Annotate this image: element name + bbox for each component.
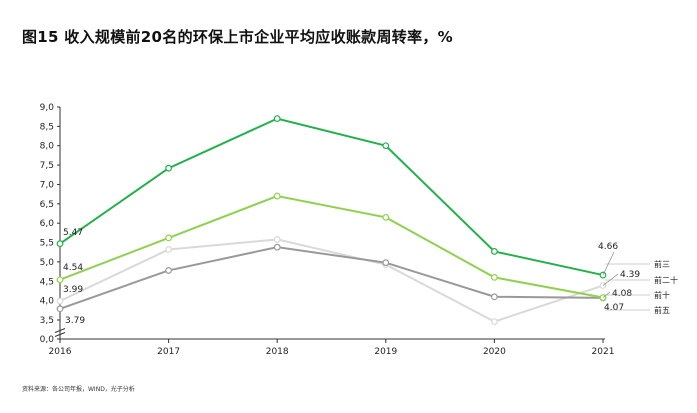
source-note: 资料来源：各公司年报，WIND，光子分析 xyxy=(22,386,135,393)
data-point xyxy=(165,267,173,274)
x-tick-label: 2017 xyxy=(157,347,180,357)
data-point xyxy=(273,243,281,251)
series-line xyxy=(59,246,604,310)
data-label: 4.08 xyxy=(612,289,632,299)
y-tick-label: 0,0 xyxy=(40,335,55,345)
axis-break-mark xyxy=(54,332,66,337)
data-point xyxy=(382,259,390,267)
data-point xyxy=(56,305,64,313)
series-name-label: 前三 xyxy=(654,259,670,269)
data-point xyxy=(491,248,498,255)
data-point xyxy=(599,294,607,301)
axis-break-mark xyxy=(54,328,66,333)
y-tick-label: 6,0 xyxy=(40,219,55,229)
data-point xyxy=(165,246,173,253)
data-point xyxy=(273,236,281,243)
y-tick-label: 8,5 xyxy=(40,122,54,132)
data-point xyxy=(382,213,390,221)
y-tick-label: 4,5 xyxy=(40,277,54,287)
label-connector xyxy=(602,251,615,276)
data-point xyxy=(491,274,498,281)
x-tick-label: 2018 xyxy=(266,347,289,357)
data-point xyxy=(56,240,64,248)
data-point xyxy=(273,192,281,200)
data-point xyxy=(491,318,498,326)
y-tick-label: 6,5 xyxy=(40,200,54,210)
y-tick-label: 4,0 xyxy=(40,297,55,307)
data-point xyxy=(165,234,173,242)
x-tick-label: 2019 xyxy=(374,347,397,357)
data-point xyxy=(491,293,498,301)
data-point xyxy=(56,276,64,284)
y-tick-label: 7,0 xyxy=(40,180,55,190)
y-tick-label: 5,0 xyxy=(40,258,55,268)
y-tick-label: 3,5 xyxy=(40,316,54,326)
data-label: 4.66 xyxy=(598,242,618,252)
y-tick-label: 8,0 xyxy=(40,142,55,152)
data-label: 3.99 xyxy=(63,285,83,295)
data-point xyxy=(56,297,64,305)
y-tick-label: 9,0 xyxy=(40,103,55,113)
x-tick-label: 2021 xyxy=(592,347,615,357)
x-tick-label: 2020 xyxy=(483,347,506,357)
x-tick-label: 2016 xyxy=(49,347,72,357)
series-line xyxy=(59,238,604,323)
series-line xyxy=(59,195,604,299)
series-name-label: 前十 xyxy=(654,290,670,300)
data-label: 4.54 xyxy=(63,263,83,273)
data-label: 5.47 xyxy=(63,228,83,238)
y-tick-label: 5,5 xyxy=(40,239,54,249)
series-line xyxy=(59,117,604,277)
data-label: 4.39 xyxy=(620,270,640,280)
chart-title: 图15 收入规模前20名的环保上市企业平均应收账款周转率，% xyxy=(22,28,454,46)
data-point xyxy=(273,115,281,123)
data-label: 3.79 xyxy=(65,316,85,326)
y-tick-label: 7,5 xyxy=(40,161,54,171)
data-label: 4.07 xyxy=(604,303,624,313)
series-name-label: 前五 xyxy=(654,305,670,315)
data-point xyxy=(382,142,390,150)
data-point xyxy=(165,164,173,172)
series-name-label: 前二十 xyxy=(654,275,678,285)
